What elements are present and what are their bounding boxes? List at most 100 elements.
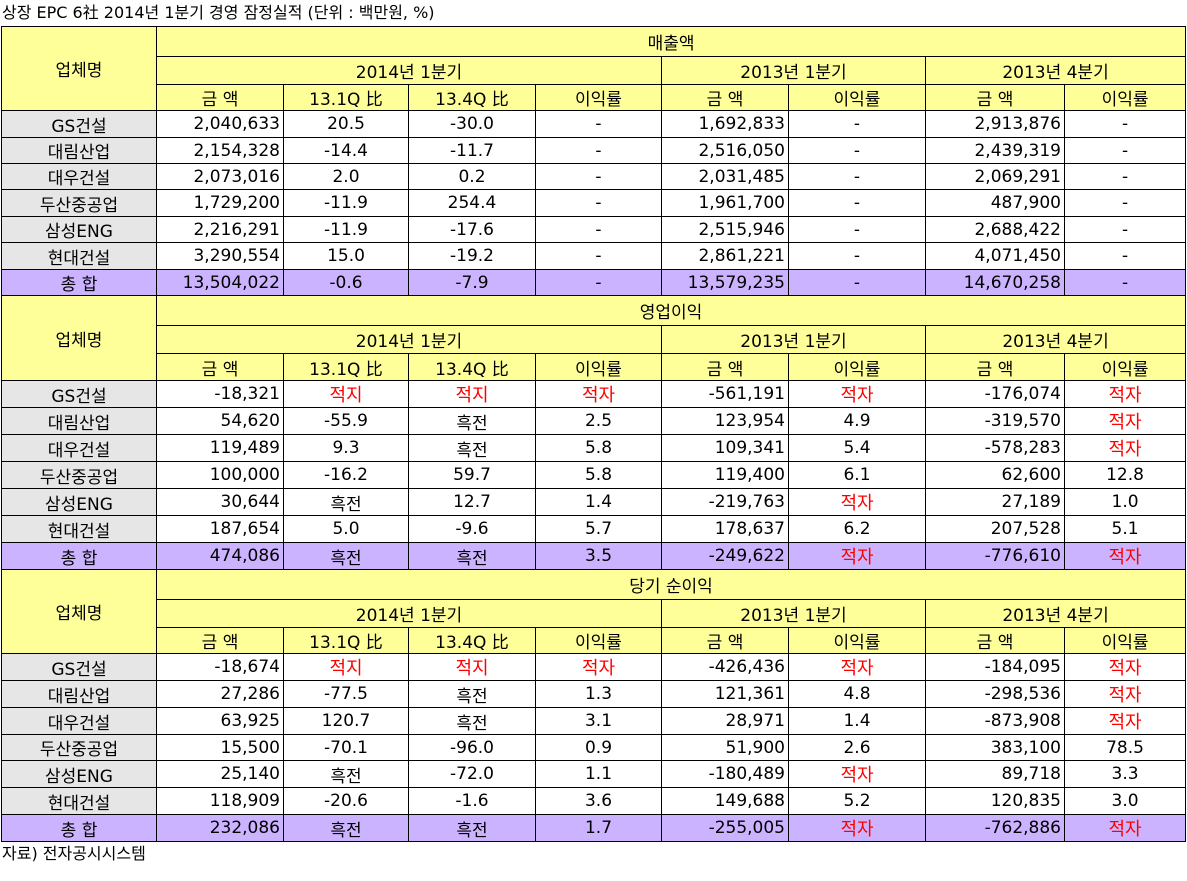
vs-13-4q-cell: -17.6: [408, 216, 536, 243]
amount-2014q1-total: 474,086: [156, 542, 284, 570]
vs-13-1q-total: 흑전: [283, 542, 409, 570]
amount-2014q1-cell: -18,321: [156, 380, 284, 408]
amount-2013q1-cell: 121,361: [661, 680, 789, 708]
amount-2014q1-cell: 2,154,328: [156, 137, 284, 164]
vs-13-4q-cell: 적지: [408, 380, 536, 408]
table-row: 대림산업 2,154,328 -14.4 -11.7-2,516,050-2,439,…: [1, 137, 1187, 164]
margin-2013q1-cell: -: [788, 137, 926, 164]
vs-13-4q-cell: 흑전: [408, 407, 536, 435]
vs-13-1q-cell: 적지: [283, 653, 409, 681]
period-2014q1-header: 2014년 1분기: [156, 599, 662, 628]
margin-2013q4-cell: -: [1063, 216, 1187, 243]
company-header: 업체명: [1, 295, 157, 381]
amount-2013q4-cell: 207,528: [925, 515, 1065, 543]
margin-2014q1-total: 1.7: [535, 814, 662, 842]
total-label: 총 합: [1, 542, 157, 570]
vs-13-4q-cell: -1.6: [408, 787, 536, 815]
vs-13-4q-total: 흑전: [408, 542, 536, 570]
table-row: 두산중공업 100,000 -16.2 59.7 5.8 119,400 6.1 62,600…: [1, 461, 1187, 489]
amount-2013q4-cell: 4,071,450: [925, 242, 1065, 270]
vs-13-1q-cell: -20.6: [283, 787, 409, 815]
company-name: 삼성ENG: [1, 760, 157, 788]
vs-13-1q-cell: 9.3: [283, 434, 409, 462]
amount-2014q1-total: 13,504,022: [156, 269, 284, 296]
total-row: 총 합 13,504,022 -0.6 -7.9-13,579,235-14,670,…: [1, 269, 1187, 296]
total-label: 총 합: [1, 269, 157, 296]
margin-2013q1-total: 적자: [788, 814, 926, 842]
period-2013q4-header: 2013년 4분기: [924, 599, 1187, 628]
period-2013q1-header: 2013년 1분기: [661, 325, 926, 354]
section-header-row: 업체명 매출액: [1, 26, 1187, 111]
amount-2013q1-cell: 2,861,221: [661, 242, 789, 270]
amount-2013q4-cell: 383,100: [925, 734, 1065, 761]
period-header-row: 2014년 1분기 2013년 1분기 2013년 4분기: [2, 56, 1187, 85]
vs-13-1q-total: 흑전: [283, 814, 409, 842]
section-title: 영업이익: [155, 295, 1187, 326]
margin-2013q1-cell: 적자: [788, 488, 926, 516]
margin-2014q1-cell: 1.1: [535, 760, 662, 788]
vs-13-1q-cell: 적지: [283, 380, 409, 408]
amount-2013q4-cell: -176,074: [925, 380, 1065, 408]
company-name: 삼성ENG: [1, 216, 157, 243]
amount-2013q1-total: 13,579,235: [661, 269, 789, 296]
amount-2013q1-cell: -219,763: [661, 488, 789, 516]
vs-13-1q-cell: -11.9: [283, 216, 409, 243]
table-row: 현대건설 187,654 5.0 -9.6 5.7 178,637 6.2 207,528 5.…: [1, 515, 1187, 543]
amount-2013q1-header: 금 액: [661, 353, 789, 381]
vs-13-4q-cell: -30.0: [408, 110, 536, 138]
margin-2014q1-cell: -: [535, 189, 662, 217]
vs-13-4q-cell: 적지: [408, 653, 536, 681]
company-name: 삼성ENG: [1, 488, 157, 516]
company-name: 대우건설: [1, 434, 157, 462]
amount-2013q1-cell: 1,692,833: [661, 110, 789, 138]
period-2013q1-header: 2013년 1분기: [661, 56, 926, 85]
margin-2013q1-cell: 5.2: [788, 787, 926, 815]
period-header-row: 2014년 1분기 2013년 1분기 2013년 4분기: [2, 325, 1187, 354]
margin-2013q4-cell: 1.0: [1063, 488, 1187, 516]
table-row: 현대건설 118,909 -20.6 -1.6 3.6 149,688 5.2 120,835…: [1, 787, 1187, 815]
margin-2013q4-cell: 적자: [1063, 407, 1187, 435]
margin-2013q1-cell: 6.1: [788, 461, 926, 489]
margin-2013q1-cell: 6.2: [788, 515, 926, 543]
company-name: 두산중공업: [1, 461, 157, 489]
margin-2013q4-header: 이익률: [1063, 84, 1187, 111]
company-name: GS건설: [1, 110, 157, 138]
margin-2013q4-header: 이익률: [1063, 627, 1187, 654]
margin-2013q1-header: 이익률: [788, 353, 926, 381]
margin-2013q1-cell: -: [788, 110, 926, 138]
amount-2013q1-cell: 149,688: [661, 787, 789, 815]
amount-2013q4-cell: -298,536: [925, 680, 1065, 708]
margin-2014q1-cell: 5.8: [535, 434, 662, 462]
margin-2014q1-header: 이익률: [535, 84, 662, 111]
table-row: GS건설 -18,321 적지 적지 적자 -561,191 적자 -176,074 적자: [1, 380, 1187, 408]
amount-2013q4-cell: 2,069,291: [925, 163, 1065, 190]
table-row: 삼성ENG 30,644 흑전 12.7 1.4 -219,763 적자 27,189 1.0: [1, 488, 1187, 516]
amount-2013q4-header: 금 액: [925, 84, 1065, 111]
amount-2013q4-total: 14,670,258: [925, 269, 1065, 296]
vs-13-1q-cell: -11.9: [283, 189, 409, 217]
margin-2013q1-cell: -: [788, 242, 926, 270]
margin-2013q1-cell: 적자: [788, 653, 926, 681]
margin-2013q1-total: 적자: [788, 542, 926, 570]
vs-13-4q-cell: 흑전: [408, 434, 536, 462]
period-2013q4-header: 2013년 4분기: [924, 56, 1187, 85]
amount-2014q1-header: 금 액: [156, 84, 284, 111]
amount-2014q1-cell: 118,909: [156, 787, 284, 815]
period-header-row: 2014년 1분기 2013년 1분기 2013년 4분기: [2, 599, 1187, 628]
period-2014q1-header: 2014년 1분기: [156, 56, 662, 85]
amount-2014q1-header: 금 액: [156, 353, 284, 381]
margin-2014q1-total: -: [535, 269, 662, 296]
margin-2013q4-cell: 78.5: [1063, 734, 1187, 761]
period-2013q4-header: 2013년 4분기: [924, 325, 1187, 354]
amount-2013q4-header: 금 액: [925, 627, 1065, 654]
amount-2013q4-cell: -873,908: [925, 707, 1065, 735]
margin-2013q4-cell: 적자: [1063, 680, 1187, 708]
margin-2014q1-cell: -: [535, 163, 662, 190]
margin-2014q1-cell: 5.7: [535, 515, 662, 543]
vs-13-1q-header: 13.1Q 比: [283, 84, 409, 111]
margin-2013q1-cell: -: [788, 216, 926, 243]
amount-2013q4-cell: 2,439,319: [925, 137, 1065, 164]
margin-2013q1-cell: -: [788, 189, 926, 217]
company-header: 업체명: [1, 26, 157, 111]
section-title: 당기 순이익: [155, 569, 1187, 600]
